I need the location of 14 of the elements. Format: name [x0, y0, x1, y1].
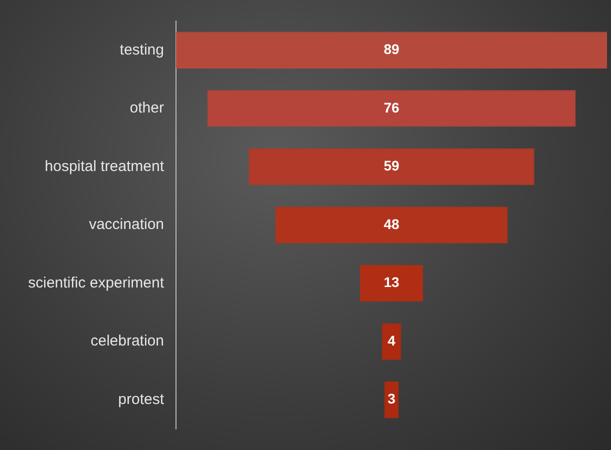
category-label: hospital treatment	[44, 158, 165, 175]
category-label: testing	[120, 41, 164, 58]
data-label: 76	[384, 99, 400, 116]
data-label: 59	[384, 158, 400, 174]
data-label: 48	[384, 216, 400, 232]
category-label: protest	[118, 391, 165, 408]
data-label: 4	[388, 332, 396, 348]
data-label: 3	[388, 390, 396, 407]
category-label: vaccination	[88, 216, 164, 234]
category-label: celebration	[90, 332, 164, 350]
data-label: 13	[384, 274, 400, 290]
category-label: scientific experiment	[28, 274, 165, 292]
category-label: other	[130, 100, 164, 117]
data-label: 89	[384, 41, 400, 57]
